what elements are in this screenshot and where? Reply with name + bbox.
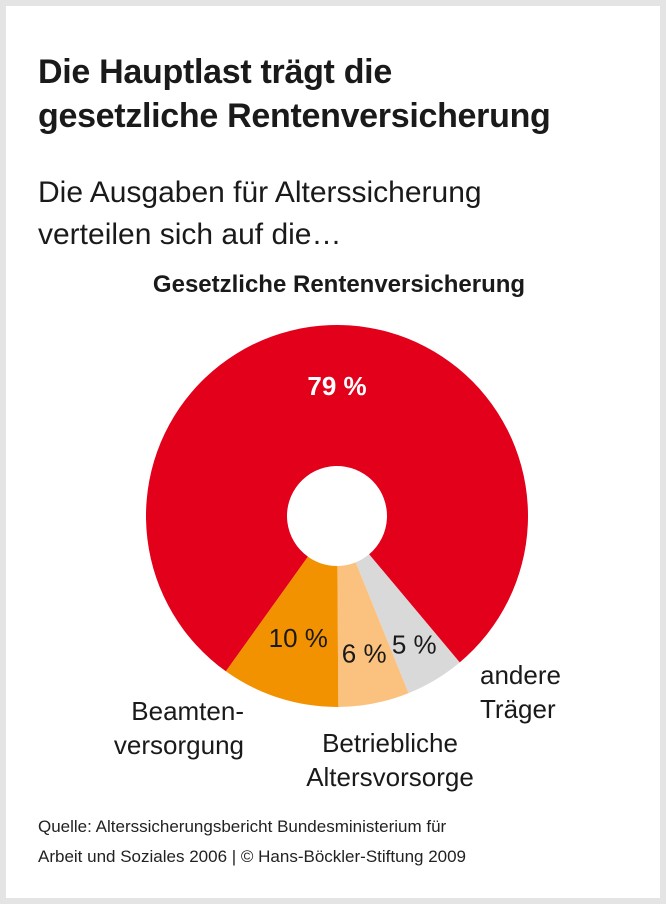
- slice-value-label: 79 %: [307, 371, 366, 401]
- title-line: gesetzliche Rentenversicherung: [38, 97, 551, 135]
- label-line: Betriebliche: [322, 728, 458, 758]
- label-beamten: Beamten- versorgung: [66, 694, 244, 762]
- source-line: Arbeit und Soziales 2006 | © Hans-Böckle…: [38, 847, 467, 866]
- label-line: Altersvorsorge: [306, 762, 474, 792]
- slice-value-label: 6 %: [342, 638, 387, 668]
- chart-subtitle: Die Ausgaben für Alterssicherung verteil…: [38, 172, 482, 256]
- slice-1: [225, 556, 339, 707]
- label-line: andere: [480, 660, 561, 690]
- source-line: Quelle: Alterssicherungsbericht Bundesmi…: [38, 817, 447, 836]
- slice-2: [337, 562, 409, 707]
- label-andere: andere Träger: [480, 658, 561, 726]
- label-line: versorgung: [113, 730, 244, 760]
- donut-chart: 5 %6 % 10 % 79 %: [146, 324, 529, 707]
- slice-value-label: 5 %: [392, 630, 437, 660]
- title-line: Die Hauptlast trägt die: [38, 53, 392, 91]
- slice-3: [355, 554, 460, 694]
- label-betrieb: Betriebliche Altersvorsorge: [280, 726, 500, 794]
- label-line: Träger: [480, 694, 556, 724]
- slice-0: [146, 324, 529, 672]
- chart-title: Die Hauptlast trägt die gesetzliche Rent…: [38, 50, 551, 138]
- label-line: Beamten-: [131, 696, 244, 726]
- source-note: Quelle: Alterssicherungsbericht Bundesmi…: [38, 812, 466, 872]
- subtitle-line: verteilen sich auf die…: [38, 218, 342, 251]
- slice-value-label: 10 %: [269, 623, 328, 653]
- label-grv: Gesetzliche Rentenversicherung: [152, 271, 526, 298]
- subtitle-line: Die Ausgaben für Alterssicherung: [38, 176, 482, 209]
